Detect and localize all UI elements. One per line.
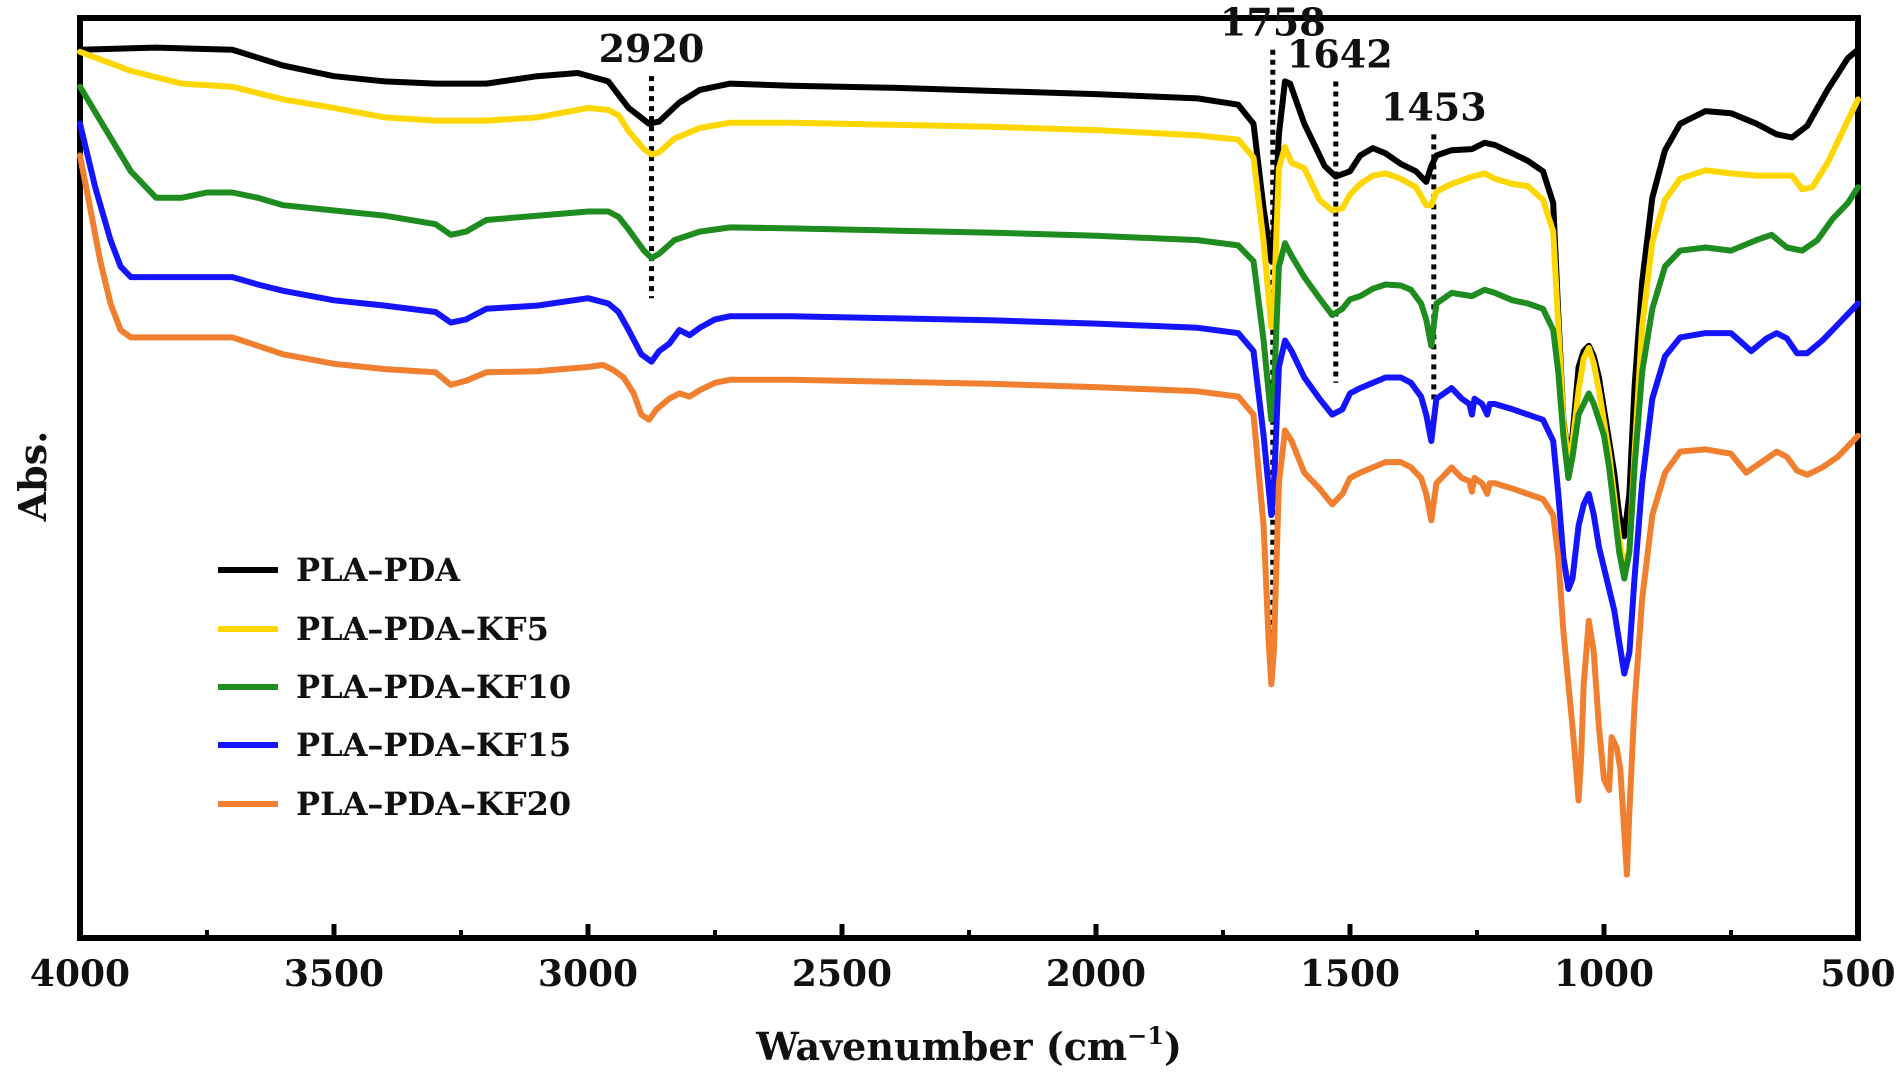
legend-label: PLA–PDA–KF10 [296, 668, 571, 706]
series-lines [77, 44, 1861, 878]
x-tick-label: 3000 [538, 953, 638, 995]
x-tick-label: 4000 [30, 953, 130, 995]
x-axis-title-superscript: −1 [1127, 1021, 1164, 1050]
x-tick-label: 500 [1820, 953, 1895, 995]
series-line [77, 152, 1861, 878]
x-axis-title: Wavenumber (cm−1) [755, 1021, 1182, 1069]
legend-item: PLA–PDA–KF10 [218, 668, 571, 706]
x-tick-label: 2000 [1046, 953, 1146, 995]
legend-label: PLA–PDA–KF5 [296, 610, 549, 648]
x-axis-ticks [77, 924, 1861, 938]
annotation-label: 1758 [1220, 0, 1326, 45]
annotation-label: 1642 [1287, 31, 1393, 76]
y-axis-title: Abs. [10, 431, 55, 523]
annotation-label: 2920 [599, 26, 705, 71]
legend-item: PLA–PDA–KF5 [218, 610, 549, 648]
x-tick-labels: 4000 3500 3000 2500 2000 1500 1000 500 [30, 953, 1896, 995]
series-line [77, 120, 1861, 677]
x-tick-label: 1500 [1300, 953, 1400, 995]
legend-item: PLA–PDA [218, 551, 461, 589]
legend: PLA–PDA PLA–PDA–KF5 PLA–PDA–KF10 PLA–PDA… [218, 551, 571, 823]
legend-item: PLA–PDA–KF15 [218, 726, 571, 764]
x-axis-title-main: Wavenumber (cm [755, 1024, 1127, 1069]
annotation-label: 1453 [1381, 84, 1487, 129]
legend-label: PLA–PDA [296, 551, 461, 589]
legend-item: PLA–PDA–KF20 [218, 785, 571, 823]
x-tick-label: 1000 [1554, 953, 1654, 995]
series-line [77, 44, 1861, 540]
x-axis-title-suffix: ) [1164, 1024, 1182, 1069]
annotation-lines [649, 49, 1437, 642]
legend-label: PLA–PDA–KF15 [296, 726, 571, 764]
annotation-labels: 2920 1758 1642 1453 [599, 0, 1487, 129]
x-tick-label: 3500 [284, 953, 384, 995]
x-tick-label: 2500 [792, 953, 892, 995]
series-line [77, 83, 1861, 582]
legend-label: PLA–PDA–KF20 [296, 785, 571, 823]
